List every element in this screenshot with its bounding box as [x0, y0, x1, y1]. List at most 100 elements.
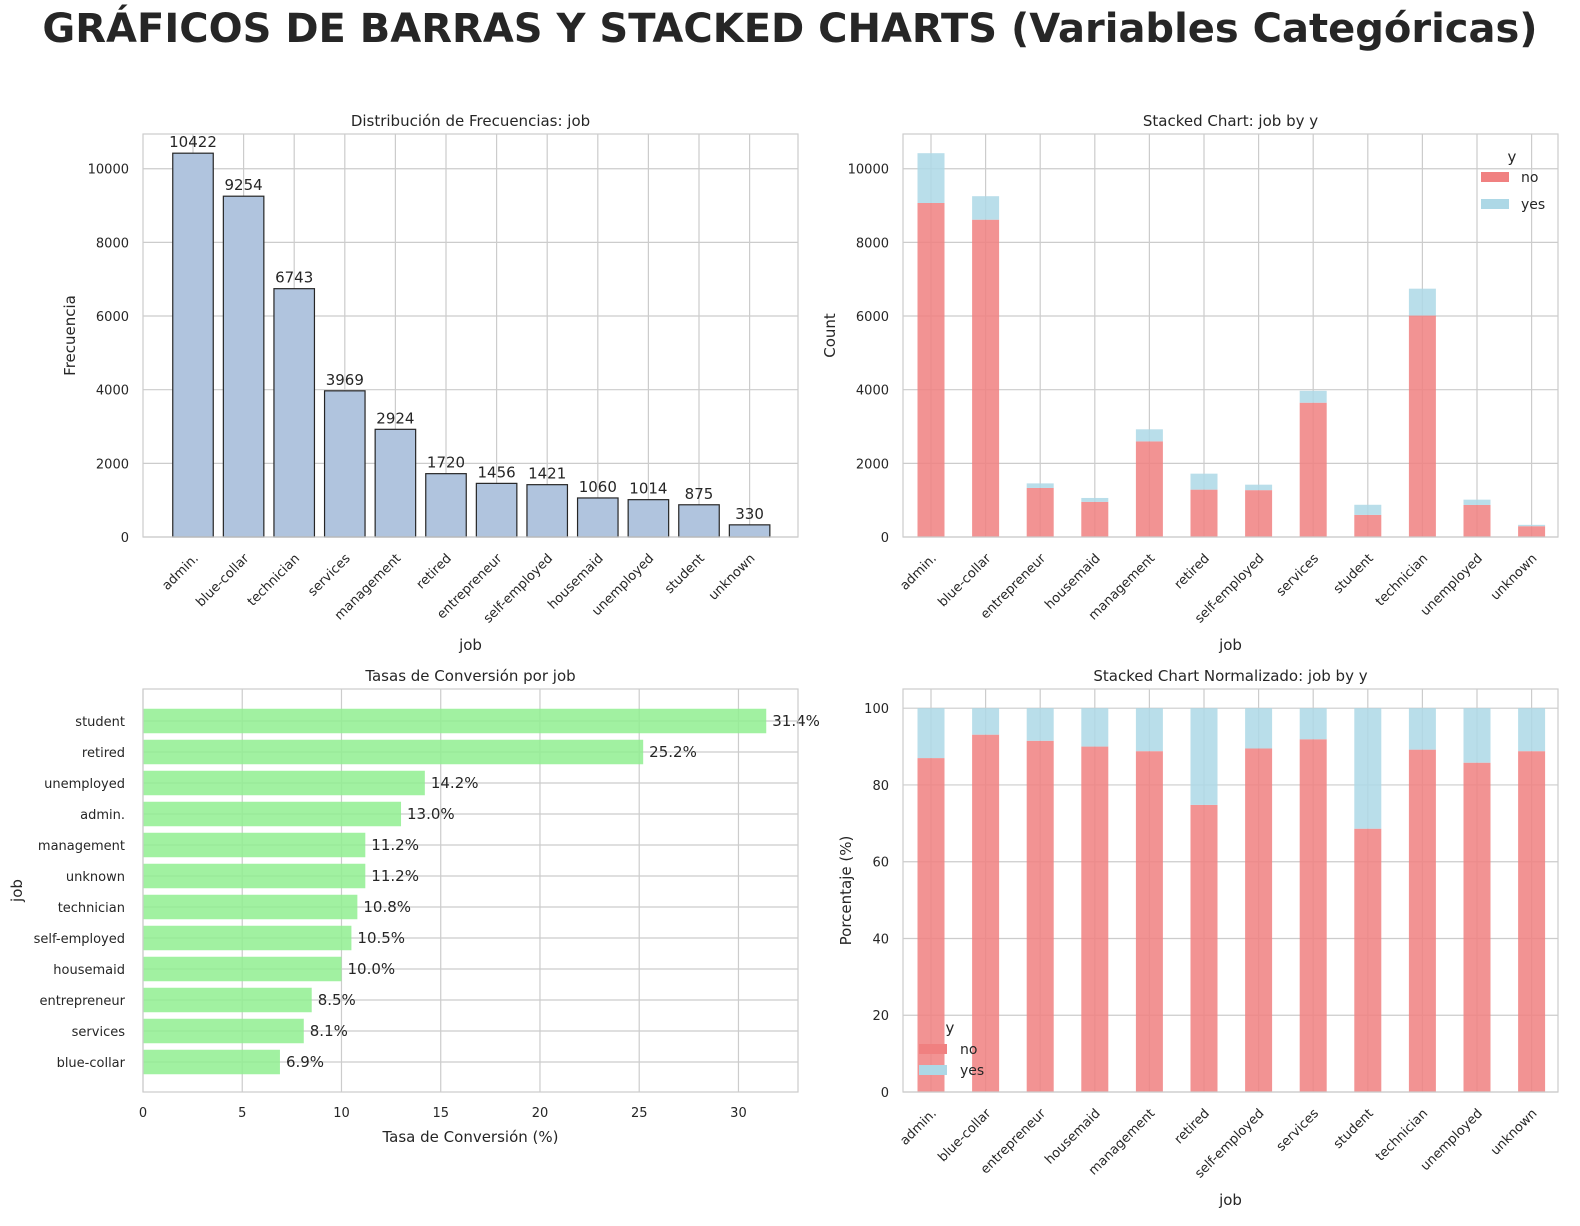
y-tick-label: 8000	[96, 236, 129, 251]
bar-segment-yes	[1299, 708, 1327, 740]
bar-segment-no	[1245, 490, 1273, 537]
y-tick-label: 0	[881, 531, 889, 546]
bar-value-label: 11.2%	[371, 867, 419, 885]
x-tick-label: student	[1331, 1106, 1377, 1152]
y-axis-label: Porcentaje (%)	[837, 836, 855, 946]
bar-segment-yes	[1190, 708, 1218, 805]
bar-segment-yes	[1026, 708, 1054, 741]
bar	[678, 504, 720, 538]
y-tick-label: services	[72, 1025, 126, 1040]
bar-value-label: 10.5%	[357, 929, 405, 947]
y-tick-label: 2000	[96, 457, 129, 472]
x-tick-label: admin.	[897, 1106, 939, 1148]
bar	[526, 484, 569, 538]
y-axis-label: Frecuencia	[61, 295, 79, 376]
bar-segment-no	[1135, 441, 1163, 537]
bar	[143, 1049, 280, 1075]
bar-segment-no	[1081, 501, 1109, 537]
bar-segment-yes	[917, 708, 945, 759]
bar-segment-no	[1463, 762, 1491, 1092]
bar	[143, 894, 358, 920]
x-tick-label: services	[305, 551, 353, 599]
x-tick-label: 10	[333, 1106, 350, 1121]
chart-title: Distribución de Frecuencias: job	[351, 112, 590, 130]
bar-segment-yes	[1408, 708, 1436, 750]
x-axis-label: Tasa de Conversión (%)	[382, 1128, 559, 1146]
y-tick-label: 80	[872, 779, 889, 794]
bar	[143, 770, 425, 796]
bar-value-label: 1456	[478, 463, 516, 481]
y-tick-label: 10000	[88, 163, 129, 178]
bar	[627, 499, 670, 538]
chart-normalized: 020406080100admin.blue-collarentrepreneu…	[837, 667, 1559, 1209]
bar-value-label: 10.8%	[363, 898, 411, 916]
bar	[576, 497, 619, 538]
x-tick-label: 25	[631, 1106, 648, 1121]
y-tick-label: admin.	[80, 808, 125, 823]
bar-segment-yes	[1408, 288, 1436, 316]
bar-segment-yes	[1081, 708, 1109, 747]
bar-segment-yes	[1135, 429, 1163, 442]
y-tick-label: housemaid	[53, 963, 125, 978]
bar-segment-no	[1408, 315, 1436, 537]
bar	[172, 152, 214, 538]
x-tick-label: 15	[432, 1106, 449, 1121]
bar-segment-yes	[1463, 708, 1491, 763]
x-tick-label: technician	[1373, 1106, 1431, 1164]
bar-segment-no	[1463, 504, 1491, 537]
x-tick-label: blue-collar	[935, 1106, 994, 1165]
bar-segment-no	[1518, 751, 1546, 1092]
bar-segment-yes	[1026, 483, 1054, 488]
y-tick-label: self-employed	[34, 932, 125, 947]
bar-segment-yes	[1354, 504, 1382, 515]
bar-segment-yes	[972, 196, 1000, 220]
bar	[143, 832, 366, 858]
bar	[143, 925, 352, 951]
y-tick-label: 100	[864, 702, 889, 717]
bar-segment-yes	[1299, 390, 1327, 403]
bar-value-label: 8.5%	[318, 991, 356, 1009]
bar-segment-no	[1299, 739, 1327, 1092]
y-tick-label: 4000	[96, 384, 129, 399]
x-tick-label: technician	[245, 551, 303, 609]
page-title: GRÁFICOS DE BARRAS Y STACKED CHARTS (Var…	[42, 6, 1538, 52]
legend-label: no	[960, 1042, 977, 1058]
bar	[323, 390, 366, 538]
bar-segment-no	[1245, 748, 1273, 1092]
bar-value-label: 6.9%	[286, 1053, 324, 1071]
bar-segment-yes	[1463, 499, 1491, 505]
bar	[143, 708, 767, 734]
bar-segment-yes	[1354, 708, 1382, 829]
bar-segment-no	[972, 219, 1000, 537]
bar-segment-yes	[972, 708, 1000, 735]
bar-value-label: 875	[685, 485, 714, 503]
y-tick-label: unemployed	[44, 777, 125, 792]
chart-stacked: 0200040006000800010000admin.blue-collare…	[821, 112, 1559, 654]
bar-value-label: 3969	[326, 371, 364, 389]
bar-segment-no	[1081, 746, 1109, 1092]
x-axis-label: job	[1218, 636, 1242, 654]
bar-segment-no	[972, 734, 1000, 1092]
bar-segment-no	[1518, 526, 1546, 537]
bar-segment-yes	[1245, 484, 1273, 491]
bar-segment-no	[1354, 514, 1382, 537]
legend-swatch-no	[1481, 172, 1509, 182]
bar-segment-no	[917, 202, 945, 537]
bar-segment-yes	[1081, 497, 1109, 502]
bar	[143, 801, 402, 827]
bar-value-label: 330	[735, 505, 764, 523]
chart-conversion: 0 5 10 15 20 25 30 student retired unemployed admi…	[8, 667, 820, 1146]
y-tick-label: 8000	[856, 236, 889, 251]
bar	[143, 863, 366, 889]
bar-segment-yes	[1518, 524, 1546, 527]
y-tick-label: 60	[872, 856, 889, 871]
bar-segment-no	[1354, 828, 1382, 1092]
bar-segment-no	[1026, 487, 1054, 537]
bar	[475, 482, 518, 538]
legend-label: no	[1521, 170, 1538, 186]
bar-segment-no	[1135, 751, 1163, 1092]
bar-segment-yes	[1190, 473, 1218, 490]
bar	[143, 987, 312, 1013]
legend-swatch-yes	[1481, 199, 1509, 209]
bar-segment-yes	[1518, 708, 1546, 752]
